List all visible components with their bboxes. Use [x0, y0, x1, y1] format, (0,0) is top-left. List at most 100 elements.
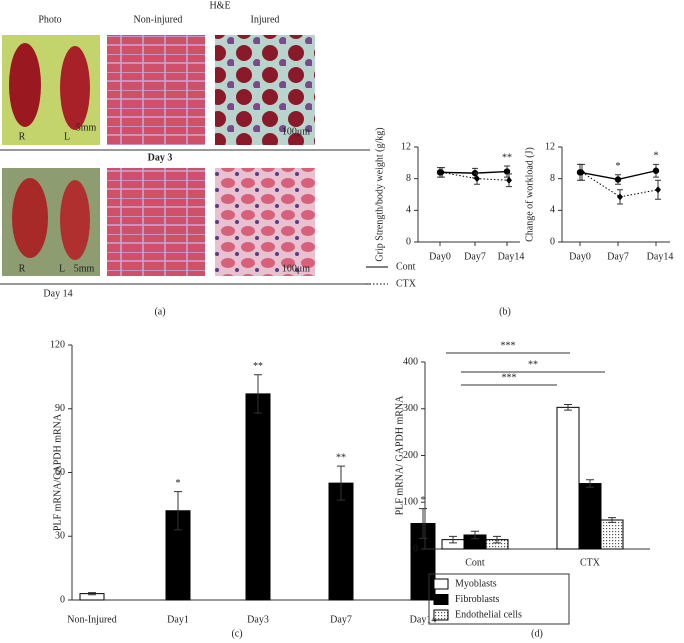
day-label: Day 3: [148, 152, 173, 163]
legend-label: Myoblasts: [455, 578, 497, 589]
y-axis-label: Grip Strength/body weight (g/kg): [374, 127, 385, 261]
muscle: [60, 46, 90, 130]
y-tick-label: 60: [55, 467, 65, 478]
muscle: [9, 43, 41, 127]
line: [581, 171, 659, 198]
significance: *: [176, 478, 181, 489]
significance: ***: [502, 372, 517, 383]
legend-label: Endothelial cells: [455, 609, 522, 620]
he-header: H&E: [209, 0, 230, 11]
marker: [655, 186, 661, 194]
x-tick-label: Cont: [465, 557, 485, 568]
x-tick-label: Day0: [569, 251, 591, 262]
significance: **: [253, 361, 263, 372]
significance: **: [528, 359, 538, 370]
bar: [600, 519, 624, 550]
legend-label: CTX: [396, 278, 417, 289]
legend-label: Cont: [396, 261, 416, 272]
legend-swatch: [433, 578, 449, 590]
caption: (b): [499, 306, 511, 317]
significance: *: [421, 495, 426, 506]
y-tick-label: 0: [60, 594, 65, 605]
significance: **: [336, 452, 346, 463]
x-tick-label: Day7: [607, 251, 629, 262]
x-tick-label: Day14: [647, 251, 674, 262]
y-tick-label: 12: [401, 141, 411, 152]
bar: [245, 393, 271, 601]
legend-label: Fibroblasts: [455, 594, 500, 605]
caption: (d): [531, 628, 543, 639]
error-bar: [337, 465, 345, 501]
error-bar: [564, 404, 572, 411]
error-bar: [586, 479, 594, 488]
x-tick-label: Day14: [410, 614, 437, 625]
col-header: Injured: [251, 14, 280, 25]
y-axis-label: PLF mRNA/ GAPDH mRNA: [394, 395, 405, 516]
bar: [556, 406, 580, 550]
micrograph: [107, 168, 205, 276]
y-axis-label: Change of workload (J): [524, 147, 535, 242]
error-bar: [493, 535, 501, 544]
x-tick-label: CTX: [580, 557, 601, 568]
marker: [439, 168, 445, 176]
caption: (c): [231, 628, 242, 639]
error-bar: [419, 508, 427, 539]
scale: 100μm: [282, 126, 310, 137]
y-tick-label: 300: [403, 403, 418, 414]
legend-swatch: [433, 609, 449, 621]
scale: 100μm: [282, 263, 310, 274]
col-header: Photo: [38, 14, 61, 25]
bar: [578, 483, 602, 550]
y-tick-label: 90: [55, 403, 65, 414]
legend-box: [428, 573, 570, 625]
legend-swatch: [433, 594, 449, 605]
micrograph: [107, 35, 205, 145]
marker: [614, 176, 622, 183]
marker: [506, 176, 512, 184]
marker: [652, 167, 660, 174]
y-tick-label: 100: [403, 497, 418, 508]
y-tick-label: 8: [550, 173, 555, 184]
x-tick-label: Day3: [247, 614, 269, 625]
scale: 5mm: [74, 263, 95, 274]
y-tick-label: 4: [550, 205, 555, 216]
x-tick-label: Day1: [167, 614, 189, 625]
x-tick-label: Non-Injured: [67, 614, 116, 625]
significance: *: [654, 151, 659, 162]
muscle: [12, 178, 48, 258]
marker: [579, 168, 585, 176]
x-tick-label: Day7: [330, 614, 352, 625]
y-tick-label: 8: [406, 173, 411, 184]
y-tick-label: 0: [550, 236, 555, 247]
label: R: [19, 131, 26, 142]
micrograph: [215, 35, 315, 145]
y-tick-label: 200: [403, 450, 418, 461]
x-tick-label: Day14: [498, 251, 525, 262]
significance: ***: [501, 340, 516, 351]
scale: 5mm: [76, 122, 97, 133]
y-tick-label: 0: [406, 236, 411, 247]
label: L: [64, 131, 70, 142]
error-bar: [608, 517, 616, 523]
label: L: [59, 263, 65, 274]
micrograph: [215, 168, 315, 276]
error-bar: [254, 374, 262, 414]
panel-a: H&E Photo Non-injured Injured R L 5mm 10…: [0, 0, 370, 299]
significance: **: [502, 152, 512, 163]
label: R: [19, 263, 26, 274]
muscle: [60, 180, 90, 260]
y-tick-label: 4: [406, 205, 411, 216]
y-tick-label: 30: [55, 531, 65, 542]
marker: [503, 168, 511, 175]
y-tick-label: 400: [403, 356, 418, 367]
y-tick-label: 12: [545, 141, 555, 152]
x-tick-label: Day0: [429, 251, 451, 262]
col-header: Non-injured: [134, 14, 183, 25]
x-tick-label: Day7: [464, 251, 486, 262]
marker: [617, 193, 623, 201]
y-tick-label: 0: [413, 543, 418, 554]
significance: *: [616, 161, 621, 172]
error-bar: [471, 530, 479, 540]
error-bar: [174, 491, 182, 531]
